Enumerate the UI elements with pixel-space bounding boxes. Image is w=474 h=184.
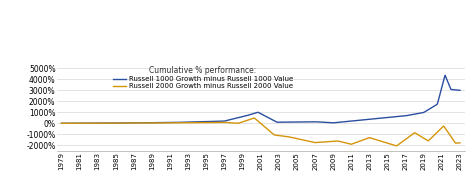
Russell 2000 Growth minus Russell 2000 Value — [184, 122, 190, 124]
Russell 1000 Growth minus Russell 1000 Value — [418, 112, 423, 114]
Russell 1000 Growth minus Russell 1000 Value — [442, 74, 448, 77]
Russell 1000 Growth minus Russell 1000 Value — [156, 122, 162, 124]
Russell 2000 Growth minus Russell 2000 Value — [369, 137, 375, 140]
Russell 2000 Growth minus Russell 2000 Value — [321, 141, 327, 143]
Russell 2000 Growth minus Russell 2000 Value — [171, 122, 177, 124]
Russell 2000 Growth minus Russell 2000 Value — [394, 145, 400, 147]
Russell 2000 Growth minus Russell 2000 Value — [251, 117, 257, 119]
Line: Russell 1000 Growth minus Russell 1000 Value: Russell 1000 Growth minus Russell 1000 V… — [62, 75, 460, 123]
Russell 1000 Growth minus Russell 1000 Value — [59, 122, 64, 124]
Russell 2000 Growth minus Russell 2000 Value — [59, 122, 64, 124]
Line: Russell 2000 Growth minus Russell 2000 Value: Russell 2000 Growth minus Russell 2000 V… — [62, 118, 460, 146]
Russell 2000 Growth minus Russell 2000 Value — [156, 122, 162, 124]
Russell 1000 Growth minus Russell 1000 Value — [369, 118, 374, 120]
Russell 2000 Growth minus Russell 2000 Value — [457, 142, 463, 144]
Russell 1000 Growth minus Russell 1000 Value — [320, 121, 326, 123]
Russell 1000 Growth minus Russell 1000 Value — [171, 121, 177, 124]
Russell 1000 Growth minus Russell 1000 Value — [457, 89, 463, 91]
Legend: Russell 1000 Growth minus Russell 1000 Value, Russell 2000 Growth minus Russell : Russell 1000 Growth minus Russell 1000 V… — [113, 66, 293, 89]
Russell 1000 Growth minus Russell 1000 Value — [184, 121, 190, 123]
Russell 2000 Growth minus Russell 2000 Value — [419, 136, 425, 138]
